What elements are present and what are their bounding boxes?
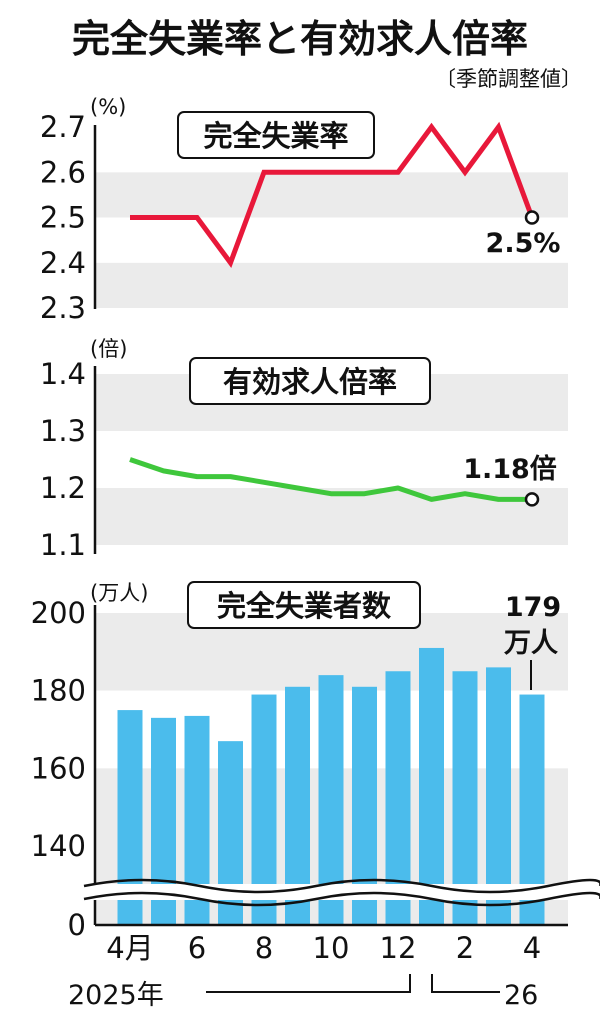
job-openings-ratio-title-box [189,357,431,405]
seasonal-adjustment-note: 〔季節調整値〕 [435,67,582,91]
job-openings-ratio-y-tick-label: 1.4 [40,357,86,391]
unemployment-rate-latest-label: 2.5% [486,228,561,259]
chart-title: 完全失業率と有効求人倍率 [72,17,528,61]
axis-break-wave-upper [83,878,600,894]
x-tick-label: 8 [255,931,273,965]
year-bracket-2025 [206,974,411,993]
x-axis-tick-labels: 4月 6 8 10 12 2 4 [106,931,541,965]
unemployed-persons-title-box [187,581,421,629]
unemployment-rate-title-box [177,111,375,159]
unemployment-rate-grid-band [95,262,568,308]
job-openings-ratio-grid-band [95,431,568,488]
job-openings-ratio-y-tick-label: 1.3 [40,414,86,448]
job-openings-ratio-grid-band [95,488,568,545]
unemployment-rate-y-tick-label: 2.3 [40,291,86,325]
unemployed-persons-y-tick-label: 180 [31,674,86,708]
unemployed-persons-latest-unit: 万人 [504,628,558,659]
unemployed-persons-title: 完全失業者数 [217,589,392,623]
unemployment-rate-y-tick-label: 2.6 [40,155,86,189]
unemployed-persons-y-tick-label: 0 [68,908,86,942]
unemployed-persons-panel: 0 140 160 180 200 (万人) 完全失業者数 179 万人 [31,581,600,942]
unemployed-persons-y-tick-label: 160 [31,751,86,785]
job-openings-ratio-y-tick-label: 1.1 [40,528,86,562]
x-tick-label: 12 [380,931,417,965]
unemployed-persons-bar [452,671,478,925]
job-openings-ratio-unit: (倍) [90,337,127,361]
unemployed-persons-unit: (万人) [90,581,148,605]
year-label-2025: 2025年 [68,980,164,1011]
unemployment-rate-title: 完全失業率 [203,119,348,153]
unemployment-rate-grid-band [95,172,568,218]
unemployment-rate-y-tick-label: 2.5 [40,201,86,235]
job-openings-ratio-latest-label: 1.18倍 [463,453,557,485]
year-label-2026: 26 [504,980,538,1011]
unemployment-rate-y-tick-label: 2.4 [40,246,86,280]
x-tick-label: 10 [313,931,350,965]
unemployment-rate-grid-band [95,217,568,263]
job-openings-ratio-y-tick-label: 1.2 [40,471,86,505]
unemployed-persons-y-tick-label: 200 [31,596,86,630]
job-openings-ratio-panel: 1.1 1.2 1.3 1.4 (倍) 有効求人倍率 1.18倍 [40,337,568,562]
job-openings-ratio-latest-point [524,492,540,507]
x-tick-label: 2 [456,931,474,965]
unemployed-persons-bar [486,667,511,925]
job-openings-ratio-title: 有効求人倍率 [223,365,397,399]
axis-break-wave-lower [83,891,600,907]
x-tick-label: 4月 [106,931,153,965]
unemployment-rate-panel: 2.3 2.4 2.5 2.6 2.7 (%) 完全失業率 2.5% [40,95,568,325]
unemployment-rate-y-tick-label: 2.7 [40,110,86,144]
unemployed-persons-latest-value: 179 [505,592,561,623]
job-openings-ratio-series-line [129,457,532,502]
unemployed-persons-y-tick-label: 140 [31,829,86,863]
unemployed-persons-bar [419,647,444,925]
x-tick-label: 4 [523,931,541,965]
unemployment-rate-latest-point [524,210,540,225]
unemployment-rate-unit: (%) [90,95,126,119]
x-tick-label: 6 [188,931,206,965]
year-bracket-2026 [431,974,500,993]
unemployment-rate-series-line [130,121,535,268]
